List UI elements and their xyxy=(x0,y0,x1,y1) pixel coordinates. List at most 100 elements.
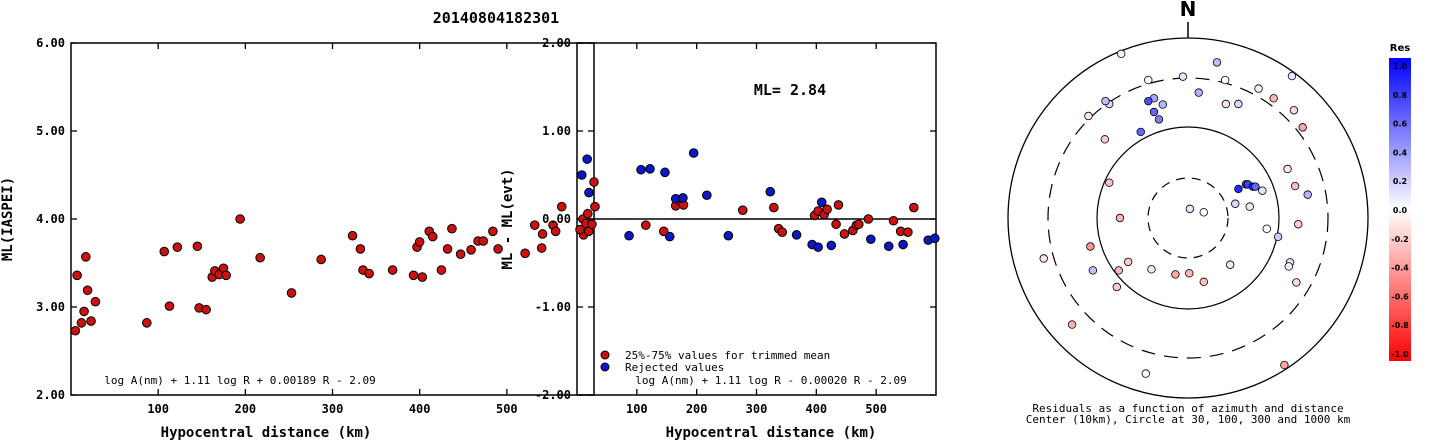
station-point xyxy=(1221,99,1230,109)
data-point xyxy=(822,204,832,215)
station-point xyxy=(1147,265,1156,274)
data-point xyxy=(737,205,748,215)
colorbar-tick-label: 0.6 xyxy=(1393,120,1408,129)
data-point xyxy=(159,246,170,257)
station-point xyxy=(1194,88,1203,97)
data-point xyxy=(442,244,453,254)
y-tick-label: 2.00 xyxy=(36,388,65,402)
data-point xyxy=(221,270,231,281)
colorbar-tick-label: 0.0 xyxy=(1393,206,1408,215)
station-point xyxy=(1294,220,1303,229)
data-point xyxy=(466,245,476,255)
residual-formula: log A(nm) + 1.11 log R - 0.00020 R - 2.0… xyxy=(635,374,907,387)
data-point xyxy=(898,239,908,250)
station-point xyxy=(1251,182,1260,191)
y-tick-label: -2.00 xyxy=(535,388,571,402)
colorbar-tick-label: 0.4 xyxy=(1393,148,1408,157)
legend-marker-trimmed xyxy=(600,350,610,360)
data-point xyxy=(355,244,366,254)
colorbar-gradient xyxy=(1389,58,1411,361)
station-point xyxy=(1234,184,1243,194)
station-point xyxy=(1101,96,1110,106)
data-point xyxy=(831,219,841,230)
residual-x-axis-label: Hypocentral distance (km) xyxy=(666,425,877,441)
station-point xyxy=(1100,135,1110,144)
residual-tick-marks xyxy=(577,42,936,396)
station-point xyxy=(1220,75,1230,85)
ml-x-axis-label: Hypocentral distance (km) xyxy=(161,425,372,441)
data-point xyxy=(839,229,850,239)
station-point xyxy=(1144,96,1153,106)
data-point xyxy=(488,226,498,237)
data-point xyxy=(903,227,913,237)
event-magnitude-label: ML= 2.84 xyxy=(754,81,826,99)
station-point xyxy=(1084,111,1093,121)
data-point xyxy=(777,227,788,237)
y-tick-label: 4.00 xyxy=(36,212,65,226)
station-point xyxy=(1105,178,1114,187)
data-point xyxy=(417,272,428,282)
colorbar-tick-label: 1.0 xyxy=(1393,62,1408,71)
y-tick-label: 5.00 xyxy=(36,124,65,138)
station-point xyxy=(1185,269,1194,278)
data-point xyxy=(520,248,530,259)
station-point xyxy=(1289,106,1299,115)
ml-distance-panel: 100 200 300 400 500 2.00 3.00 4.00 5.00 6.00 log… xyxy=(0,36,599,441)
data-point xyxy=(863,214,874,224)
data-point xyxy=(636,164,646,175)
data-point xyxy=(455,249,466,259)
station-point xyxy=(1199,277,1208,287)
data-point xyxy=(865,234,876,245)
data-point xyxy=(76,318,87,328)
legend-marker-rejected xyxy=(600,362,610,372)
data-point xyxy=(201,304,211,315)
y-tick-label: -1.00 xyxy=(535,300,571,314)
station-point xyxy=(1258,186,1267,195)
data-point xyxy=(582,154,592,164)
data-point xyxy=(590,201,600,212)
polar-caption-line-1: Residuals as a function of azimuth and d… xyxy=(1032,402,1343,415)
station-point xyxy=(1067,320,1077,329)
station-point xyxy=(1226,260,1235,269)
figure-title: 20140804182301 xyxy=(433,9,559,27)
station-point xyxy=(1245,202,1254,211)
residual-y-axis-label: ML - ML(evt) xyxy=(500,168,516,269)
colorbar-tick-label: -0.8 xyxy=(1391,321,1409,330)
data-point xyxy=(765,186,776,197)
data-point xyxy=(478,236,489,246)
data-point xyxy=(641,220,651,230)
station-point xyxy=(1039,254,1048,263)
y-tick-label: 1.00 xyxy=(542,124,571,138)
residual-points xyxy=(575,148,940,252)
y-tick-label: 0.00 xyxy=(542,212,571,226)
station-point xyxy=(1303,190,1312,199)
y-tick-label: 3.00 xyxy=(36,300,65,314)
station-point xyxy=(1123,257,1133,267)
station-point xyxy=(1115,213,1125,223)
station-point xyxy=(1149,107,1159,117)
x-tick-label: 400 xyxy=(805,402,827,416)
station-point xyxy=(1088,266,1098,275)
station-point xyxy=(1231,199,1240,208)
data-point xyxy=(909,202,919,213)
station-point xyxy=(1086,242,1095,251)
data-point xyxy=(164,301,175,311)
data-point xyxy=(537,229,548,239)
residual-distance-panel: 100 200 300 400 500 -2.00 -1.00 0.00 1.00 2.00 M… xyxy=(500,36,940,441)
x-tick-label: 100 xyxy=(147,402,169,416)
station-point xyxy=(1136,127,1145,137)
station-point xyxy=(1298,123,1307,132)
distance-rings xyxy=(1007,37,1369,399)
data-point xyxy=(816,197,827,208)
data-point xyxy=(286,288,297,298)
data-point xyxy=(854,219,864,230)
data-point xyxy=(536,243,547,253)
colorbar-tick-label: -0.2 xyxy=(1391,235,1409,244)
station-point xyxy=(1273,232,1283,242)
data-point xyxy=(70,325,81,336)
ring-outer xyxy=(1007,37,1369,399)
data-point xyxy=(493,244,503,254)
station-point xyxy=(1144,75,1153,85)
station-point xyxy=(1199,208,1208,217)
